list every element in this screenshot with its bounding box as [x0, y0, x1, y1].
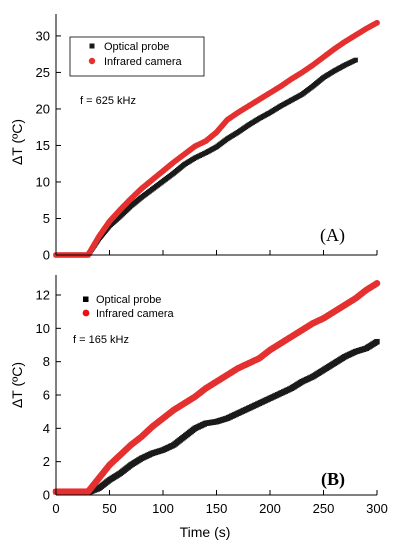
x-tick-label: 300 — [366, 501, 388, 516]
x-tick-label: 0 — [52, 501, 59, 516]
panel-a-label: (A) — [320, 225, 345, 246]
legend-infrared-label: Infrared camera — [104, 56, 183, 68]
infrared-camera-point — [373, 280, 381, 287]
infrared-camera-point — [374, 19, 380, 26]
legend-infrared-label: Infrared camera — [96, 308, 175, 320]
panel-a-y-axis-title: ΔT (ºC) — [9, 119, 25, 165]
x-axis-title: Time (s) — [180, 524, 231, 540]
y-tick-label: 0 — [43, 248, 50, 263]
y-tick-label: 15 — [36, 138, 50, 153]
x-tick-label: 50 — [102, 501, 116, 516]
x-tick-label: 200 — [259, 501, 281, 516]
panel-b-y-ticks: 0 2 4 6 8 10 12 — [36, 288, 61, 503]
panel-b-frequency-note: f = 165 kHz — [73, 334, 129, 346]
legend-optical-label: Optical probe — [96, 294, 161, 306]
optical-probe-point — [353, 57, 358, 63]
legend-square-marker — [83, 296, 89, 302]
y-tick-label: 4 — [43, 421, 50, 436]
x-tick-label: 100 — [152, 501, 174, 516]
y-tick-label: 25 — [36, 65, 50, 80]
panel-a-x-ticks — [55, 250, 378, 255]
legend-square-marker — [89, 43, 95, 49]
y-tick-label: 10 — [36, 321, 50, 336]
y-tick-label: 12 — [36, 288, 50, 303]
x-tick-label: 250 — [313, 501, 335, 516]
panel-a-y-ticks: 0 5 10 15 20 25 30 — [36, 28, 61, 263]
infrared-camera-series — [53, 19, 380, 258]
panel-a: 0 5 10 15 20 25 30 ΔT (ºC) Optical probe Infra… — [9, 14, 380, 263]
panel-b-y-axis-title: ΔT (ºC) — [9, 362, 25, 408]
panel-b-x-ticks: 0 50 100 150 200 250 300 — [52, 490, 388, 516]
panel-b-legend: Optical probe Infrared camera — [82, 294, 175, 320]
panel-b-marks — [52, 280, 381, 496]
y-tick-label: 0 — [43, 488, 50, 503]
y-tick-label: 2 — [43, 454, 50, 469]
legend-circle-marker — [88, 57, 96, 65]
y-tick-label: 8 — [43, 354, 50, 369]
legend-circle-marker — [82, 309, 90, 317]
panel-a-legend: Optical probe Infrared camera — [69, 36, 205, 77]
panel-b: 0 2 4 6 8 10 12 0 50 100 150 200 250 300 ΔT (ºC) Opt… — [9, 275, 388, 516]
y-tick-label: 5 — [43, 211, 50, 226]
infrared-camera-series — [52, 280, 381, 495]
x-tick-label: 150 — [206, 501, 228, 516]
optical-probe-point — [374, 338, 380, 345]
panel-a-frequency-note: f = 625 kHz — [80, 95, 136, 107]
panel-a-marks — [53, 19, 380, 258]
y-tick-label: 20 — [36, 101, 50, 116]
panel-b-label: (B) — [321, 469, 345, 490]
y-tick-label: 10 — [36, 174, 50, 189]
y-tick-label: 30 — [36, 28, 50, 43]
y-tick-label: 6 — [43, 388, 50, 403]
legend-optical-label: Optical probe — [104, 41, 169, 53]
